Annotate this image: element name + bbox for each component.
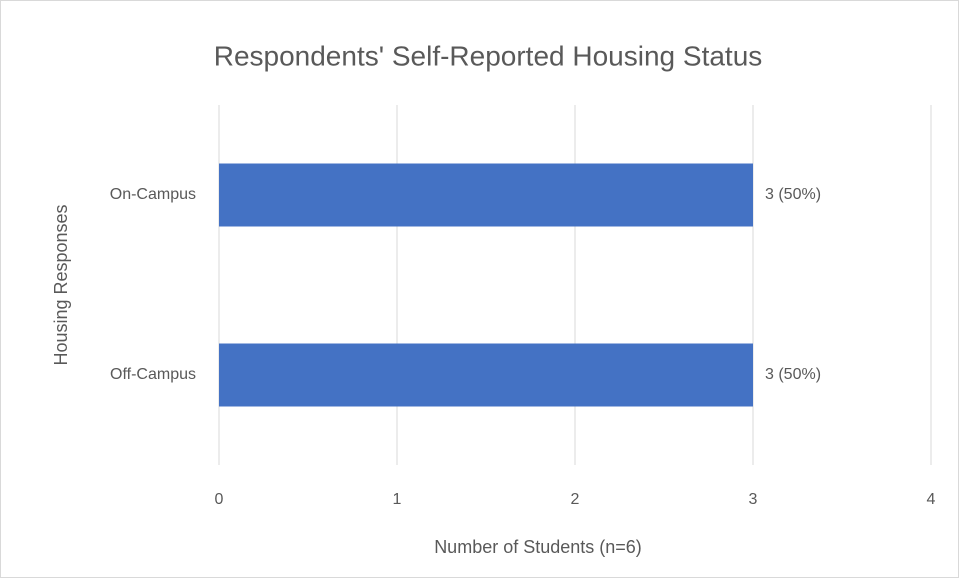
y-tick-label: Off-Campus: [110, 366, 196, 383]
x-tick-label: 0: [215, 491, 224, 508]
data-label: 3 (50%): [765, 186, 821, 203]
bar: [219, 343, 753, 407]
x-axis-label: Number of Students (n=6): [434, 537, 642, 557]
chart-title: Respondents' Self-Reported Housing Statu…: [214, 40, 763, 71]
x-tick-label: 1: [393, 491, 402, 508]
data-label: 3 (50%): [765, 366, 821, 383]
bar: [219, 163, 753, 227]
x-tick-label: 3: [749, 491, 758, 508]
x-tick-label: 2: [571, 491, 580, 508]
y-axis-label: Housing Responses: [51, 204, 71, 365]
x-tick-label: 4: [927, 491, 936, 508]
y-tick-label: On-Campus: [110, 186, 196, 203]
